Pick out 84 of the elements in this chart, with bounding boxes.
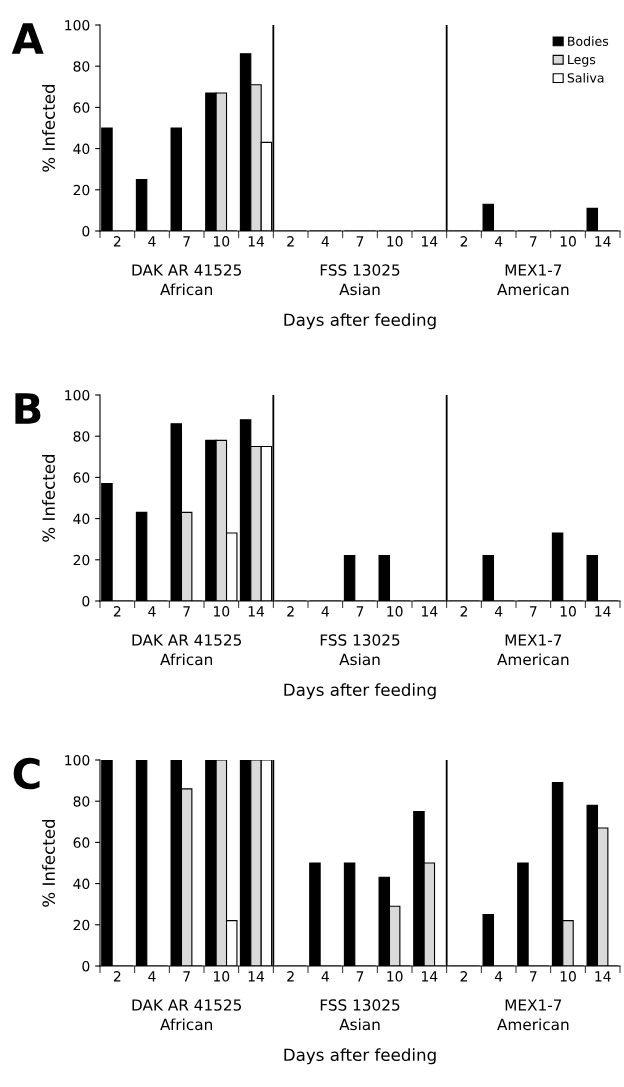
x-tick-label: 2 <box>113 606 121 617</box>
chart-title: B <box>15 393 41 424</box>
y-tick-label: 0 <box>82 960 90 972</box>
x-tick-label: 7 <box>183 971 190 982</box>
x-tick-label: 10 <box>214 971 230 982</box>
x-tick-label: 10 <box>387 606 403 617</box>
y-tick-label: 80 <box>73 796 90 807</box>
y-tick-label: 80 <box>73 61 90 72</box>
x-tick-label: 4 <box>148 971 156 982</box>
y-tick-label: 100 <box>65 389 90 401</box>
text: DAK AR 41525 African <box>132 634 242 666</box>
y-tick-label: 20 <box>73 919 90 931</box>
y-tick-label: 40 <box>73 143 90 155</box>
legend-label: Legs <box>568 54 596 67</box>
y-axis-title: % Infected <box>42 819 55 907</box>
y-tick-label: 60 <box>73 472 90 483</box>
x-tick-label: 10 <box>387 236 403 247</box>
chart-title: C <box>13 757 40 790</box>
text: FSS 13025 Asian <box>320 999 400 1031</box>
y-tick-label: 60 <box>73 837 90 848</box>
y-axis-title: % Infected <box>42 84 55 172</box>
text: MEX1-7 American <box>497 264 569 296</box>
x-tick-label: 14 <box>595 606 611 617</box>
y-tick-label: 0 <box>82 595 90 607</box>
text: DAK AR 41525 African <box>132 999 242 1031</box>
y-tick-label: 20 <box>73 554 90 566</box>
x-tick-label: 7 <box>356 236 364 247</box>
x-tick-label: 14 <box>595 236 611 247</box>
x-tick-label: 4 <box>321 606 329 617</box>
text: DAK AR 41525 African <box>132 264 242 296</box>
x-axis-title: Days after feeding <box>284 683 436 700</box>
legend-label: Bodies <box>568 36 609 46</box>
y-tick-label: 0 <box>82 225 90 237</box>
text: MEX1-7 American <box>497 999 569 1031</box>
x-tick-label: 2 <box>287 236 294 247</box>
x-tick-label: 2 <box>113 971 121 982</box>
x-tick-label: 2 <box>460 236 468 247</box>
y-tick-label: 100 <box>65 754 90 766</box>
x-axis-title: Days after feeding <box>284 313 436 330</box>
y-axis-title: % Infected <box>42 454 55 542</box>
x-tick-label: 14 <box>595 971 611 982</box>
y-tick-label: 80 <box>73 431 90 442</box>
x-tick-label: 14 <box>422 971 438 982</box>
x-tick-label: 4 <box>494 971 503 982</box>
x-tick-label: 4 <box>321 971 329 982</box>
x-tick-label: 4 <box>321 236 329 247</box>
x-tick-label: 14 <box>248 606 265 617</box>
x-tick-label: 2 <box>460 971 468 982</box>
x-tick-label: 2 <box>287 971 294 982</box>
text: MEX1-7 American <box>497 634 569 666</box>
x-tick-label: 4 <box>494 236 503 247</box>
y-tick-label: 60 <box>73 102 90 113</box>
x-tick-label: 14 <box>422 236 438 247</box>
x-tick-label: 2 <box>113 236 121 247</box>
x-tick-label: 14 <box>248 236 265 247</box>
chart-title: A <box>11 23 44 54</box>
y-tick-label: 100 <box>65 19 90 31</box>
x-tick-label: 7 <box>356 606 364 617</box>
x-tick-label: 2 <box>460 606 468 617</box>
x-tick-label: 7 <box>530 971 537 982</box>
x-tick-label: 4 <box>494 606 503 617</box>
x-tick-label: 7 <box>530 236 537 247</box>
x-tick-label: 14 <box>422 606 438 617</box>
x-tick-label: 2 <box>287 606 294 617</box>
legend-label: Saliva <box>567 72 604 83</box>
x-tick-label: 7 <box>530 606 537 617</box>
x-axis-title: Days after feeding <box>284 1048 436 1065</box>
x-tick-label: 10 <box>387 971 403 982</box>
x-tick-label: 10 <box>560 606 576 617</box>
y-tick-label: 40 <box>73 878 90 890</box>
x-tick-label: 14 <box>248 971 265 982</box>
x-tick-label: 10 <box>214 606 230 617</box>
text: FSS 13025 Asian <box>320 634 400 666</box>
x-tick-label: 10 <box>560 236 576 247</box>
x-tick-label: 4 <box>148 606 156 617</box>
x-tick-label: 7 <box>183 236 190 247</box>
x-tick-label: 4 <box>148 236 156 247</box>
y-tick-label: 40 <box>73 513 90 525</box>
x-tick-label: 7 <box>356 971 364 982</box>
x-tick-label: 10 <box>560 971 576 982</box>
x-tick-label: 10 <box>214 236 230 247</box>
x-tick-label: 7 <box>183 606 190 617</box>
text: FSS 13025 Asian <box>320 264 400 296</box>
y-tick-label: 20 <box>73 184 90 196</box>
